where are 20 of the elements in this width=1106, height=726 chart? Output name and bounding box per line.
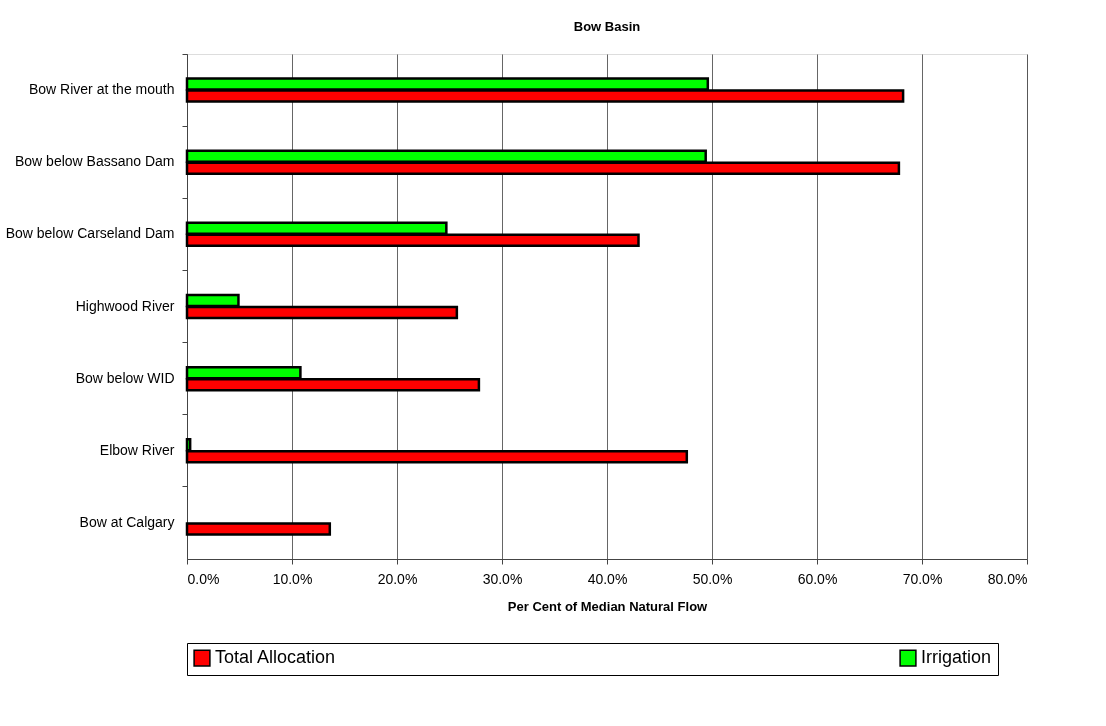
x-axis-title: Per Cent of Median Natural Flow (507, 598, 709, 614)
y-tick-label: Bow below Bassano Dam (14, 153, 175, 170)
x-tick-label: 80.0% (987, 570, 1028, 587)
x-tick-label: 40.0% (587, 570, 628, 587)
x-tick-label: 70.0% (902, 570, 943, 587)
x-tick-label: 10.0% (272, 570, 313, 587)
y-tick-label: Bow River at the mouth (28, 81, 175, 98)
x-tick-label: 0.0% (187, 570, 220, 587)
legend-label: Irrigation (921, 647, 992, 668)
x-tick-label: 20.0% (377, 570, 418, 587)
x-tick-label: 60.0% (797, 570, 838, 587)
chart-title: Bow Basin (573, 18, 641, 34)
y-tick-label: Bow at Calgary (79, 513, 175, 530)
y-tick-label: Highwood River (75, 297, 175, 314)
legend-label: Total Allocation (215, 647, 336, 668)
x-tick-label: 30.0% (482, 570, 523, 587)
y-tick-label: Bow below Carseland Dam (5, 225, 175, 242)
y-tick-label: Elbow River (99, 441, 175, 458)
y-tick-label: Bow below WID (75, 369, 175, 386)
x-tick-label: 50.0% (692, 570, 733, 587)
